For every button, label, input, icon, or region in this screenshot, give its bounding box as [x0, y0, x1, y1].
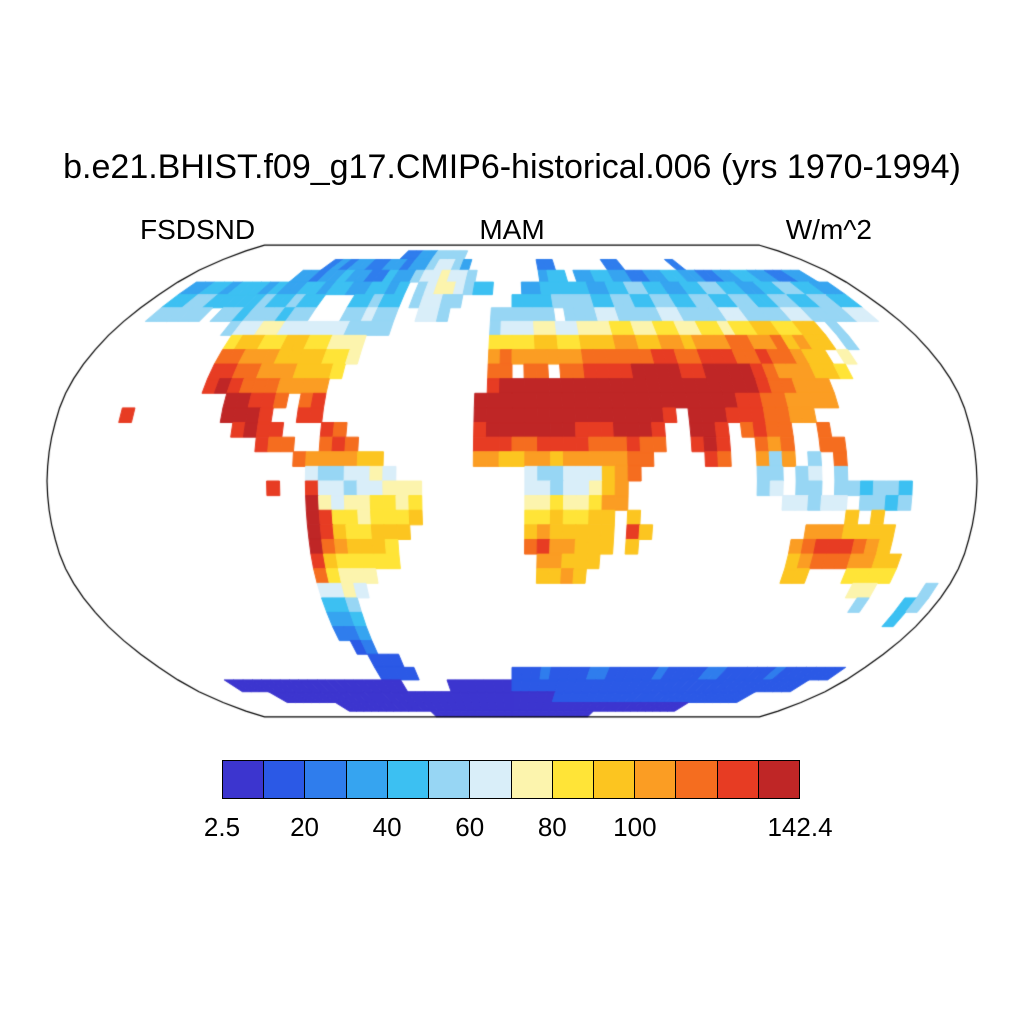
colorbar-tick-label: 60	[455, 812, 485, 842]
colorbar-box	[551, 760, 594, 799]
variable-name-label: FSDSND	[140, 214, 256, 245]
world-map-canvas	[42, 241, 982, 721]
colorbar-box	[222, 760, 265, 799]
colorbar-box	[304, 760, 347, 799]
colorbar	[222, 760, 801, 799]
colorbar-box	[263, 760, 306, 799]
colorbar-box	[469, 760, 512, 799]
colorbar-labels: 2.5 20 40 60 80 100 142.4	[204, 812, 833, 844]
plot-title: b.e21.BHIST.f09_g17.CMIP6-historical.006…	[63, 148, 961, 186]
colorbar-box	[592, 760, 636, 799]
colorbar-tick-label: 100	[613, 812, 657, 842]
units-label: W/m^2	[785, 214, 872, 245]
colorbar-box	[386, 760, 430, 799]
season-label: MAM	[479, 214, 545, 245]
colorbar-box	[757, 760, 801, 799]
colorbar-tick-label: 40	[372, 812, 402, 842]
colorbar-tick-label: 80	[537, 812, 567, 842]
colorbar-tick-label: 2.5	[203, 812, 241, 842]
colorbar-box	[345, 760, 388, 799]
colorbar-box	[428, 760, 471, 799]
colorbar-box	[675, 760, 718, 799]
colorbar-box	[716, 760, 759, 799]
colorbar-box	[510, 760, 553, 799]
colorbar-tick-label: 142.4	[767, 812, 833, 842]
colorbar-tick-label: 20	[290, 812, 320, 842]
colorbar-box	[634, 760, 677, 799]
